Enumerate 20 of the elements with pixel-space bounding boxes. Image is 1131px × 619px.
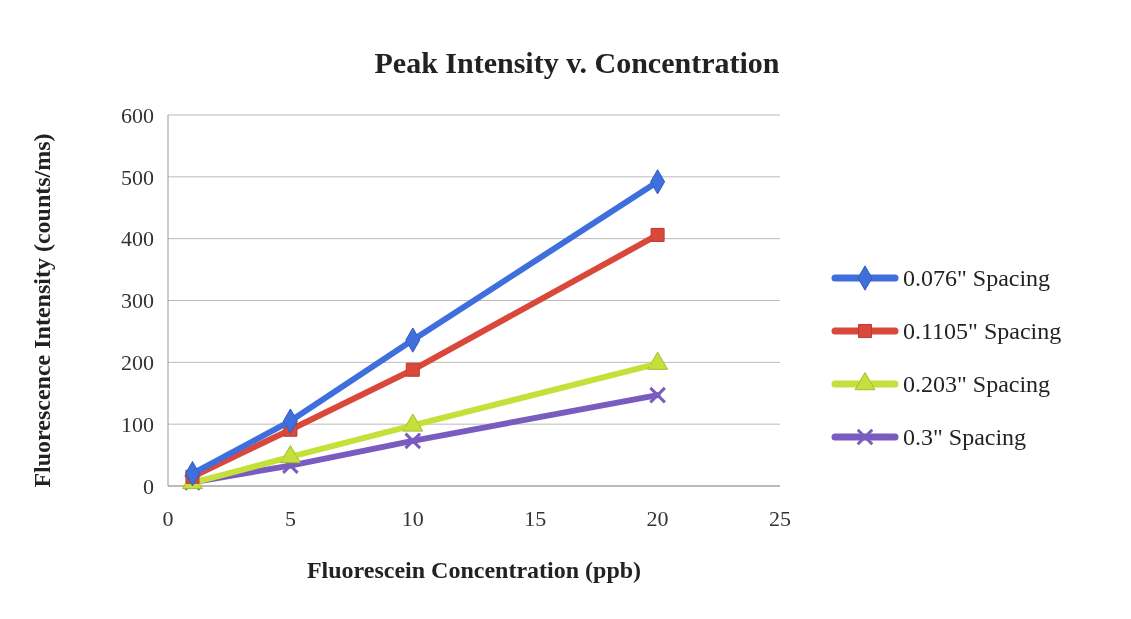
legend-label: 0.203" Spacing bbox=[903, 371, 1051, 398]
x-tick-label: 0 bbox=[162, 506, 174, 531]
y-axis-title: Fluorescence Intensity (counts/ms) bbox=[29, 133, 55, 488]
y-tick-label: 500 bbox=[121, 164, 154, 190]
y-tick-label: 600 bbox=[121, 102, 154, 128]
legend-label: 0.1105" Spacing bbox=[903, 318, 1062, 345]
x-tick-label: 15 bbox=[524, 506, 547, 531]
chart-title: Peak Intensity v. Concentration bbox=[374, 46, 780, 79]
x-tick-label: 20 bbox=[646, 506, 669, 531]
y-tick-label: 0 bbox=[143, 473, 154, 499]
y-tick-label: 400 bbox=[121, 226, 154, 252]
y-tick-label: 300 bbox=[121, 288, 154, 314]
y-tick-label: 100 bbox=[121, 411, 154, 437]
x-axis-title: Fluorescein Concentration (ppb) bbox=[306, 557, 642, 583]
x-tick-label: 10 bbox=[401, 506, 424, 531]
legend-label: 0.076" Spacing bbox=[903, 265, 1051, 292]
x-tick-label: 5 bbox=[284, 506, 296, 531]
legend-label: 0.3" Spacing bbox=[903, 424, 1027, 451]
x-tick-label: 25 bbox=[769, 506, 791, 531]
y-tick-label: 200 bbox=[121, 350, 154, 376]
